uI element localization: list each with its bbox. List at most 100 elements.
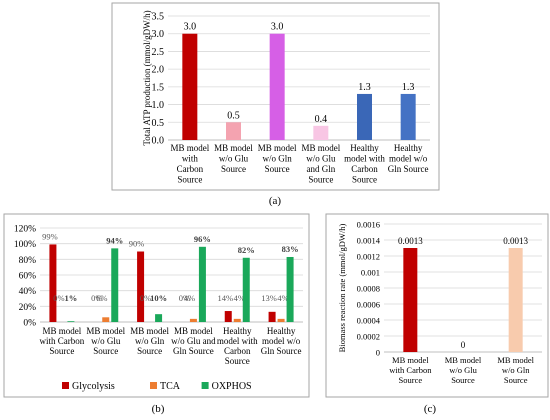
panel-a-category-label-line: w/o Glu bbox=[306, 154, 336, 164]
panel-c-category-label: MB model with Carbon Source bbox=[389, 355, 432, 385]
panel-a-category-label-line: Gln Source bbox=[388, 164, 429, 174]
panel-b-category-label: MB model w/o Glu Source bbox=[86, 326, 125, 356]
panel-c-bar bbox=[403, 248, 418, 352]
panel-b-legend-swatch bbox=[201, 382, 209, 389]
panel-b-y-tick-label: 40% bbox=[19, 287, 37, 297]
panel-b-bar bbox=[137, 251, 145, 322]
panel-a-y-tick-label: 0.0 bbox=[152, 136, 165, 147]
panel-b-data-label: 0% bbox=[91, 293, 102, 303]
panel-c-y-tick-label: 0.001 bbox=[361, 268, 380, 278]
panel-b-category-label-line: MB model bbox=[174, 326, 213, 336]
panel-b-category-label: MB model w/o Gln Source bbox=[130, 326, 169, 356]
panel-c-category-label: MB model w/o Gln Source bbox=[497, 355, 534, 385]
panel-a-y-tick-label: 3.0 bbox=[152, 29, 165, 40]
panel-b-bar bbox=[233, 318, 241, 322]
panel-c-category-label-line: Source bbox=[451, 375, 475, 385]
panel-b-category-label-line: model w/o bbox=[262, 336, 301, 346]
panel-a-category-label-line: MB model bbox=[301, 143, 340, 153]
panel-a-category-label: MB model w/o Glu and Gln Source bbox=[301, 143, 340, 185]
panel-a-data-label: 1.3 bbox=[358, 82, 371, 93]
panel-b-category-label-line: Gln Source bbox=[173, 346, 214, 356]
panel-b-y-tick-label: 120% bbox=[14, 225, 36, 235]
panel-a-category-label-line: Healthy bbox=[350, 143, 379, 153]
panel-a-category-label-line: Carbon bbox=[177, 164, 204, 174]
panel-c-category-label-line: with Carbon bbox=[389, 365, 432, 375]
panel-b-bar bbox=[242, 257, 250, 322]
panel-c-y-tick-label: 0.0004 bbox=[357, 316, 381, 326]
panel-c-bar bbox=[508, 248, 523, 352]
panel-a-category-label-line: Source bbox=[265, 164, 290, 174]
panel-a-data-label: 1.3 bbox=[402, 82, 415, 93]
panel-c-category-label-line: Source bbox=[399, 375, 423, 385]
panel-a-bar bbox=[226, 122, 241, 140]
panel-a-category-label-line: model w/o bbox=[389, 154, 428, 164]
panel-a-category-label: Healthy model w/o Gln Source bbox=[388, 143, 429, 174]
panel-a-category-label: MB model w/o Glu Source bbox=[214, 143, 253, 174]
panel-b-data-label: 10% bbox=[150, 293, 167, 303]
panel-a-category-label-line: Source bbox=[221, 164, 246, 174]
panel-b-category-label: MB model with Carbon Source bbox=[40, 326, 85, 356]
panel-b-data-label: 4% bbox=[184, 293, 195, 303]
panel-a-label: (a) bbox=[269, 195, 282, 207]
panel-b-legend-swatch bbox=[62, 382, 69, 389]
panel-b-y-tick-label: 20% bbox=[19, 303, 37, 313]
panel-b-data-label: 6% bbox=[96, 293, 107, 303]
panel-a-bar bbox=[357, 93, 372, 140]
panel-c-y-tick-label: 0.0012 bbox=[357, 252, 380, 262]
panel-b-bar bbox=[155, 314, 163, 322]
panel-c-y-tick-label: 0.0014 bbox=[357, 236, 381, 246]
panel-a-category-label-line: w/o Gln bbox=[263, 154, 293, 164]
panel-c-y-tick-label: 0.0002 bbox=[357, 332, 380, 342]
panel-a-data-label: 0.5 bbox=[227, 110, 240, 121]
panel-b-category-label: MB model w/o Glu and Gln Source bbox=[171, 326, 216, 356]
panel-b-legend-swatch bbox=[150, 382, 157, 389]
panel-c-category-label-line: w/o Gln bbox=[502, 365, 530, 375]
panel-a-category-label: Healthy model with Carbon Source bbox=[344, 143, 385, 185]
panel-b-category-label-line: Gln Source bbox=[261, 346, 302, 356]
panel-a-y-tick-label: 2.0 bbox=[152, 65, 165, 76]
panel-a-category-label: MB model with Carbon Source bbox=[170, 143, 209, 185]
panel-a-bar bbox=[313, 125, 329, 140]
panel-b-bar bbox=[268, 311, 276, 322]
panel-c-y-axis-label: Biomass reaction rate (mmol/gDW/h) bbox=[337, 224, 347, 353]
panel-b-data-label: 14% bbox=[217, 293, 233, 303]
panel-b-category-label-line: Healthy bbox=[223, 326, 252, 336]
panel-b-data-label: 90% bbox=[129, 239, 145, 249]
panel-a-category-label-line: w/o Glu bbox=[219, 154, 249, 164]
panel-c-category-label-line: MB model bbox=[392, 355, 429, 365]
panel-b-y-tick-label: 100% bbox=[14, 240, 36, 250]
panel-b-legend-label: OXPHOS bbox=[212, 381, 252, 392]
panel-a-category-label-line: MB model bbox=[170, 143, 209, 153]
panel-c-y-tick-label: 0.0008 bbox=[357, 284, 380, 294]
panel-b-data-label: 4% bbox=[277, 293, 288, 303]
panel-a-data-label: 3.0 bbox=[184, 22, 197, 33]
panel-a-category-label-line: Source bbox=[308, 175, 333, 185]
panel-b-category-label-line: Carbon bbox=[224, 346, 251, 356]
panel-a-bar bbox=[400, 93, 416, 140]
panel-c-y-tick-label: 0.0006 bbox=[357, 300, 380, 310]
panel-a-bar bbox=[269, 33, 285, 140]
panel-b-data-label: 13% bbox=[261, 293, 277, 303]
panel-b-bar bbox=[224, 311, 232, 322]
panel-b-bar bbox=[67, 321, 75, 322]
panel-b-y-tick-label: 60% bbox=[19, 272, 37, 282]
panel-c-data-label: 0 bbox=[461, 340, 466, 350]
panel-b-bar bbox=[111, 248, 119, 322]
panel-b-category-label-line: Source bbox=[137, 346, 162, 356]
panel-a-y-tick-label: 3.5 bbox=[152, 12, 165, 23]
panel-b-data-label: 94% bbox=[106, 235, 123, 245]
panel-c-category-label-line: MB model bbox=[445, 355, 482, 365]
panel-b-bar bbox=[49, 244, 57, 322]
panel-b-category-label-line: Source bbox=[49, 346, 74, 356]
panel-b-data-label: 82% bbox=[238, 245, 255, 255]
panel-c-label: (c) bbox=[424, 403, 437, 415]
panel-a-data-label: 0.4 bbox=[315, 114, 328, 125]
panel-a-category-label-line: Source bbox=[177, 175, 202, 185]
panel-b-category-label-line: MB model bbox=[86, 326, 125, 336]
panel-a-y-axis-label: Total ATP production (mmol/gDW/h) bbox=[142, 10, 152, 145]
panel-b-bar bbox=[189, 318, 197, 322]
panel-b-data-label: 0% bbox=[179, 293, 190, 303]
panel-b-data-label: 96% bbox=[194, 234, 211, 244]
panel-c-category-label-line: w/o Glu bbox=[449, 365, 477, 375]
